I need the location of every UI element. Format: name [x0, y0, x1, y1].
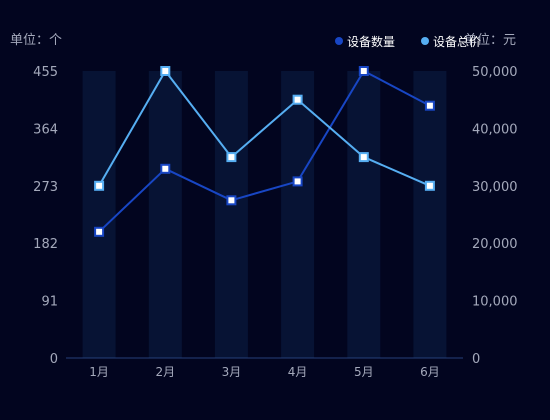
series-1	[94, 66, 435, 237]
right-tick-label: 0	[472, 352, 480, 367]
data-point	[160, 66, 171, 76]
right-axis-unit-label: 单位：元	[464, 33, 516, 48]
right-tick-label: 50,000	[472, 65, 518, 80]
data-point	[424, 100, 435, 111]
left-tick-label: 455	[33, 65, 58, 80]
x-axis-tick-labels: 1月 2月 3月 4月 5月 6月	[89, 365, 439, 379]
series-2	[94, 66, 435, 191]
data-point	[226, 195, 237, 206]
data-point	[94, 226, 105, 237]
right-tick-label: 30,000	[472, 180, 518, 195]
data-point	[358, 66, 369, 76]
background-bar	[82, 71, 116, 358]
background-bar	[347, 71, 381, 358]
background-bar	[413, 71, 447, 358]
data-point	[160, 163, 171, 174]
left-tick-label: 273	[33, 180, 58, 195]
x-tick-label: 5月	[354, 365, 374, 379]
right-axis-tick-labels: 0 10,000 20,000 30,000 40,000 50,000	[472, 65, 518, 367]
data-point	[358, 152, 369, 163]
background-bar	[148, 71, 182, 358]
right-tick-label: 20,000	[472, 237, 518, 252]
background-bar	[281, 71, 315, 358]
series-line	[98, 70, 431, 233]
x-tick-label: 6月	[420, 365, 440, 379]
legend-item: 设备总价	[421, 35, 481, 49]
x-tick-label: 1月	[89, 365, 109, 379]
right-tick-label: 40,000	[472, 122, 518, 137]
x-tick-label: 3月	[222, 365, 242, 379]
left-tick-label: 0	[50, 352, 58, 367]
x-tick-label: 2月	[155, 365, 175, 379]
right-tick-label: 10,000	[472, 295, 518, 310]
legend: 设备数量 设备总价	[335, 34, 481, 49]
data-point	[292, 94, 303, 105]
left-axis-unit-label: 单位：个	[10, 33, 62, 48]
data-point	[424, 180, 435, 191]
legend-marker	[335, 37, 343, 45]
series-line	[98, 70, 431, 187]
legend-label: 设备总价	[433, 35, 481, 49]
data-point	[292, 176, 303, 187]
left-axis-tick-labels: 0 91 182 273 364 455	[33, 65, 58, 367]
data-point	[226, 152, 237, 163]
background-bar	[214, 71, 248, 358]
series-layer	[94, 66, 435, 237]
legend-label: 设备数量	[347, 34, 395, 49]
legend-marker	[421, 37, 429, 45]
left-tick-label: 364	[33, 122, 58, 137]
x-tick-label: 4月	[288, 365, 308, 379]
data-point	[94, 180, 105, 191]
legend-item: 设备数量	[335, 34, 395, 49]
background-bars	[82, 71, 447, 358]
left-tick-label: 91	[41, 295, 58, 310]
left-tick-label: 182	[33, 237, 58, 252]
